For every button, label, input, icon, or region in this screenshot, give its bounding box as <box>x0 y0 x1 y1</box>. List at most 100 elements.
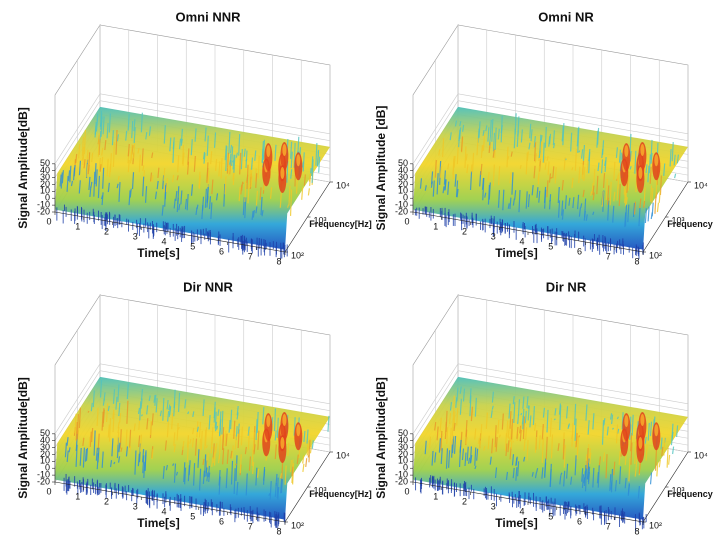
surface-spike <box>100 121 103 130</box>
surface-spike <box>106 158 109 177</box>
surface-spike <box>449 132 452 141</box>
surface-spike <box>621 412 624 430</box>
surface-spike <box>117 456 121 463</box>
surface-spike <box>504 433 508 452</box>
surface-spike <box>483 445 486 451</box>
surface <box>55 376 330 529</box>
surface-spike <box>109 460 113 468</box>
surface-spike <box>542 142 545 163</box>
surface-spike <box>627 483 630 496</box>
surface-spike <box>115 396 118 410</box>
surface-spike <box>452 158 455 175</box>
z-tick-label: 50 <box>40 428 50 438</box>
surface-spike <box>112 141 116 168</box>
x-tick-label: 6 <box>219 516 224 526</box>
surface-spike <box>151 448 154 460</box>
surface-spike <box>515 467 518 481</box>
y-tick-label: 10⁴ <box>336 450 350 460</box>
surface-spike <box>133 127 136 144</box>
surface-spike <box>302 455 305 464</box>
surface-spike <box>154 191 158 200</box>
chart-title: Omni NNR <box>176 9 242 24</box>
surface-spike <box>275 473 278 486</box>
surface-spike <box>198 421 202 438</box>
surface-spike <box>430 181 433 188</box>
surface-spike <box>490 410 493 418</box>
surface-spike <box>663 163 666 176</box>
surface-spike <box>223 183 226 207</box>
surface-spike <box>144 186 148 203</box>
surface-spike <box>476 138 479 156</box>
surface-spike <box>523 438 526 452</box>
surface-spike <box>177 155 180 173</box>
surface-spike <box>489 456 492 465</box>
z-tick-label: -10 <box>395 469 408 479</box>
surface-spike <box>612 427 614 430</box>
surface-spike <box>187 411 190 415</box>
surface-spike <box>293 142 296 168</box>
surface-spike <box>668 454 671 465</box>
surface-spike <box>245 473 248 496</box>
x-tick-label: 5 <box>190 241 195 251</box>
surface-spike <box>658 459 661 468</box>
surface-spike <box>428 436 432 449</box>
surface-spike <box>436 173 439 195</box>
surface-spike <box>140 388 144 401</box>
surface-spike <box>117 432 120 445</box>
surface-spike <box>202 151 206 160</box>
surface-spike <box>585 454 588 466</box>
surface-spike <box>187 148 190 165</box>
surface-spike <box>548 133 552 145</box>
surface-spike <box>102 116 105 135</box>
surface-spike <box>184 399 187 409</box>
surface-spike <box>60 172 63 189</box>
surface-peak <box>280 167 285 180</box>
surface-spike <box>173 444 176 453</box>
surface-spike <box>452 436 455 454</box>
surface-spike <box>204 429 207 450</box>
surface-spike <box>560 472 563 476</box>
surface-spike <box>458 129 461 142</box>
surface-spike <box>592 467 595 488</box>
surface-spike <box>117 175 120 181</box>
surface-spike <box>117 384 120 402</box>
surface-spike <box>664 448 667 452</box>
chart-title: Dir NNR <box>183 279 233 294</box>
surface-spike <box>458 446 462 468</box>
surface-spike <box>552 142 556 149</box>
surface-spike <box>492 132 496 152</box>
surface-spike <box>673 154 676 166</box>
surface-spike <box>507 440 510 453</box>
x-tick-label: 4 <box>161 506 166 516</box>
surface-spike <box>255 190 259 206</box>
surface-spike <box>102 167 105 189</box>
surface-spike <box>140 414 143 417</box>
surface-peak <box>638 437 643 450</box>
surface-spike <box>447 450 451 468</box>
surface-spike <box>137 147 140 154</box>
surface-spike <box>173 432 176 447</box>
surface-spike <box>78 407 81 429</box>
y-tick-label: 10³ <box>672 485 685 495</box>
grid-line <box>54 93 101 164</box>
surface-spike <box>491 391 495 403</box>
surface-spike <box>456 188 459 198</box>
surface-spike <box>526 439 529 461</box>
surface-spike <box>470 406 473 422</box>
surface-spike <box>102 408 105 427</box>
surface-spike <box>575 433 578 448</box>
surface-spike <box>561 200 564 216</box>
surface-spike <box>86 149 89 164</box>
surface-spike <box>307 454 310 458</box>
z-tick-label: 40 <box>40 435 50 445</box>
surface-spike <box>451 434 454 445</box>
z-tick-label: 50 <box>398 158 408 168</box>
surface-spike <box>565 463 569 479</box>
surface-spike <box>449 427 452 450</box>
surface-spike <box>218 435 222 460</box>
surface-spike <box>155 398 158 413</box>
surface-spike <box>127 159 130 173</box>
surface-spike <box>268 493 271 496</box>
y-tick-label: 10⁴ <box>694 180 708 190</box>
surface-spike <box>676 425 679 438</box>
